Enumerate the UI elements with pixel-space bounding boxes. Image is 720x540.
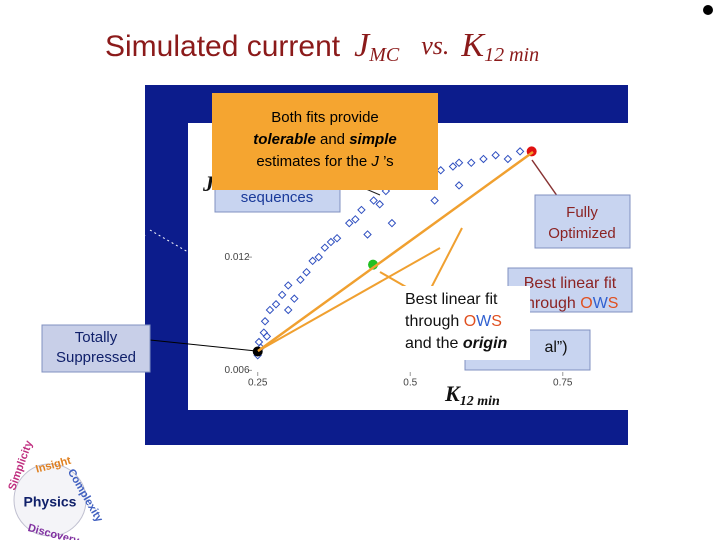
title-j: J bbox=[354, 27, 371, 64]
point bbox=[308, 256, 317, 266]
dotted-line bbox=[149, 229, 189, 253]
letter: O bbox=[464, 313, 476, 330]
point bbox=[283, 281, 293, 290]
point bbox=[491, 150, 500, 160]
pointer bbox=[149, 339, 257, 352]
word: through bbox=[522, 295, 576, 312]
point bbox=[277, 290, 287, 300]
callout-text: Best linear fit bbox=[405, 291, 498, 308]
point bbox=[326, 237, 336, 247]
y-axis-label: J bbox=[202, 171, 215, 196]
word: ’s bbox=[383, 153, 394, 170]
callout-text: through OWS bbox=[405, 313, 502, 330]
point bbox=[387, 218, 397, 228]
callout-text: al”) bbox=[544, 339, 567, 356]
callout-box bbox=[212, 93, 438, 190]
logo-ring bbox=[13, 463, 87, 537]
x-axis-label: K12 min bbox=[444, 381, 500, 409]
title-j-sub: MC bbox=[368, 44, 400, 66]
plot: 0.25 0.5 0.75 0.006 0.012 bbox=[224, 146, 573, 389]
emph: simple bbox=[349, 131, 397, 148]
word: and bbox=[320, 131, 345, 148]
point bbox=[332, 234, 342, 243]
word: and the bbox=[405, 335, 458, 352]
letter: W bbox=[476, 313, 492, 330]
point bbox=[454, 158, 464, 167]
point bbox=[369, 196, 378, 205]
letter: S bbox=[491, 313, 502, 330]
logo: Physics Simplicity Insight Complexity Di… bbox=[6, 438, 105, 540]
point bbox=[363, 230, 372, 239]
point bbox=[283, 305, 293, 315]
point bbox=[290, 294, 299, 303]
pointer bbox=[531, 159, 561, 201]
point bbox=[436, 166, 445, 175]
letter: O bbox=[580, 295, 592, 312]
x-tick-label: 0.75 bbox=[553, 378, 573, 389]
point bbox=[344, 218, 354, 228]
point bbox=[351, 215, 360, 224]
callout-text: and the origin bbox=[405, 335, 508, 352]
emph: origin bbox=[463, 335, 508, 352]
callout-text: estimates for the J ’s bbox=[256, 153, 393, 170]
title: Simulated current JMC vs. K12 min bbox=[105, 27, 539, 66]
point bbox=[271, 300, 281, 309]
callout-text: Both fits provide bbox=[271, 109, 379, 126]
point bbox=[503, 154, 513, 164]
point bbox=[448, 162, 458, 171]
callout-box bbox=[400, 286, 530, 360]
title-k: K bbox=[460, 27, 486, 64]
callout-text: Suppressed bbox=[56, 349, 136, 366]
x-tick-label: 0.25 bbox=[248, 378, 268, 389]
title-main: Simulated current bbox=[105, 30, 341, 63]
callout-text: through OWS bbox=[522, 295, 619, 312]
emph: J bbox=[370, 153, 379, 170]
point bbox=[430, 196, 439, 205]
callout-text: Fully bbox=[566, 204, 598, 221]
title-k-sub: 12 min bbox=[484, 44, 539, 66]
callout-box bbox=[534, 194, 631, 249]
fit-line bbox=[257, 150, 534, 353]
point bbox=[320, 243, 330, 252]
callout-text: Best linear fit bbox=[524, 275, 617, 292]
point bbox=[265, 305, 275, 315]
point bbox=[454, 181, 464, 190]
point bbox=[467, 158, 476, 167]
point bbox=[479, 154, 488, 164]
letter: S bbox=[608, 295, 619, 312]
bullet bbox=[703, 5, 713, 15]
point bbox=[515, 147, 525, 156]
callout-text: sequences bbox=[241, 189, 314, 206]
callout-box bbox=[41, 324, 151, 373]
point bbox=[262, 332, 272, 341]
dotted-line bbox=[99, 234, 146, 326]
fit-line bbox=[257, 247, 441, 352]
word: estimates for the bbox=[256, 153, 367, 170]
callout-text: Totally bbox=[75, 329, 118, 346]
point bbox=[302, 267, 311, 277]
title-vs: vs. bbox=[421, 31, 449, 60]
x-tick-label: 0.5 bbox=[403, 378, 417, 389]
letter: W bbox=[593, 295, 609, 312]
point bbox=[357, 205, 366, 215]
y-tick-label: 0.006 bbox=[224, 365, 249, 376]
x-label-main: K bbox=[444, 381, 461, 406]
word: through bbox=[405, 313, 459, 330]
y-tick-label: 0.012 bbox=[224, 252, 249, 263]
point bbox=[260, 317, 270, 326]
point bbox=[375, 200, 384, 209]
point bbox=[296, 275, 305, 285]
x-label-sub: 12 min bbox=[460, 394, 500, 409]
callout-text: tolerable and simple bbox=[253, 131, 396, 148]
emph: tolerable bbox=[253, 131, 316, 148]
callout-text: Optimized bbox=[548, 225, 616, 242]
point bbox=[314, 252, 323, 262]
pointer bbox=[429, 227, 463, 291]
logo-text: Physics bbox=[24, 494, 77, 510]
